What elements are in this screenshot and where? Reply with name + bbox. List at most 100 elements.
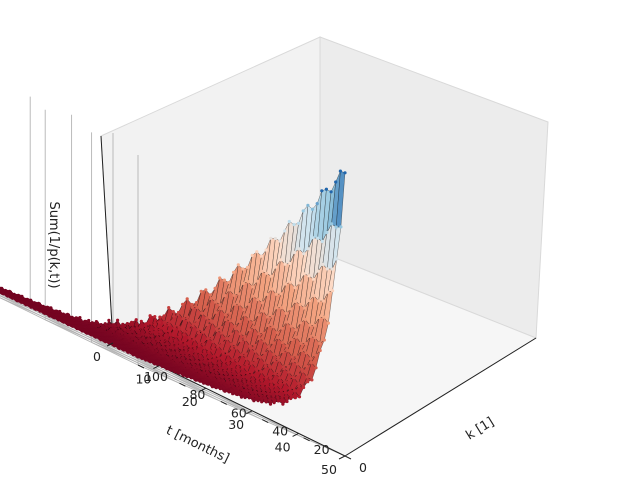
- data-point: [212, 354, 216, 358]
- data-point: [235, 346, 239, 350]
- data-point: [219, 381, 223, 385]
- data-point: [261, 384, 265, 388]
- data-point: [306, 247, 310, 251]
- data-point: [182, 317, 186, 321]
- data-point: [311, 277, 316, 281]
- data-point: [105, 326, 109, 330]
- data-point: [211, 370, 215, 374]
- data-point: [158, 330, 162, 334]
- data-point: [325, 267, 329, 271]
- data-point: [262, 339, 266, 343]
- data-point: [152, 351, 156, 355]
- data-point: [163, 322, 167, 326]
- data-point: [135, 326, 139, 330]
- data-point: [196, 327, 200, 332]
- data-point: [235, 357, 239, 362]
- data-point: [252, 320, 256, 324]
- data-point: [205, 361, 209, 365]
- data-point: [278, 258, 283, 262]
- data-point: [143, 348, 147, 352]
- data-point: [244, 357, 248, 361]
- data-point: [240, 353, 244, 357]
- data-point: [113, 324, 117, 328]
- data-point: [131, 322, 135, 327]
- data-point: [242, 375, 246, 379]
- data-point: [310, 207, 315, 211]
- data-point: [265, 292, 269, 296]
- data-point: [149, 321, 153, 325]
- data-point: [179, 340, 183, 344]
- data-point: [251, 379, 255, 383]
- data-point: [152, 339, 156, 343]
- data-point: [226, 352, 230, 356]
- data-point: [287, 370, 291, 374]
- data-point: [223, 368, 227, 372]
- data-point: [227, 367, 231, 371]
- data-point: [158, 315, 162, 319]
- data-point: [218, 276, 222, 280]
- data-point: [234, 388, 238, 392]
- data-point: [166, 345, 170, 349]
- data-point: [329, 190, 333, 194]
- data-point: [128, 330, 132, 334]
- data-point: [274, 292, 278, 296]
- data-point: [186, 315, 190, 319]
- data-point: [244, 385, 248, 390]
- data-point: [144, 340, 148, 344]
- data-point: [180, 346, 184, 350]
- data-point: [304, 341, 308, 345]
- data-point: [96, 324, 100, 328]
- data-point: [235, 383, 240, 388]
- data-point: [296, 372, 300, 376]
- data-point: [210, 335, 214, 339]
- data-point: [274, 265, 278, 269]
- data-point: [203, 371, 207, 375]
- data-point: [20, 300, 24, 304]
- data-point: [95, 321, 99, 325]
- data-point: [118, 336, 123, 340]
- data-point: [299, 321, 303, 325]
- data-point: [243, 382, 247, 387]
- data-point: [249, 346, 253, 350]
- data-point: [242, 379, 246, 383]
- data-point: [78, 316, 82, 320]
- data-point: [180, 356, 185, 360]
- data-point: [167, 358, 171, 362]
- data-point: [263, 361, 267, 365]
- data-point: [246, 265, 250, 269]
- data-point: [251, 294, 255, 298]
- data-point: [194, 369, 198, 373]
- data-point: [279, 306, 284, 310]
- data-point: [176, 310, 181, 315]
- data-point: [193, 349, 197, 353]
- data-point: [303, 306, 307, 310]
- data-point: [279, 388, 283, 392]
- data-point: [209, 364, 213, 368]
- data-point: [229, 342, 234, 346]
- data-point: [25, 302, 29, 306]
- data-point: [48, 314, 52, 318]
- data-point: [287, 378, 291, 382]
- data-point: [265, 271, 269, 275]
- data-point: [201, 330, 205, 334]
- data-point: [213, 364, 217, 369]
- data-point: [246, 371, 250, 375]
- data-point: [273, 236, 277, 241]
- data-point: [204, 305, 208, 309]
- data-point: [122, 348, 126, 352]
- floor-grid-k: [0, 297, 139, 366]
- data-point: [231, 369, 236, 373]
- data-point: [275, 392, 279, 396]
- data-point: [243, 335, 247, 339]
- data-point: [260, 269, 264, 273]
- data-point: [213, 286, 217, 290]
- data-point: [303, 317, 307, 321]
- data-point: [172, 352, 176, 356]
- data-point: [138, 334, 142, 338]
- data-point: [85, 331, 89, 335]
- data-point: [324, 187, 328, 191]
- data-point: [161, 353, 165, 358]
- data-point: [224, 317, 228, 322]
- data-point: [311, 236, 315, 240]
- data-point: [225, 336, 229, 341]
